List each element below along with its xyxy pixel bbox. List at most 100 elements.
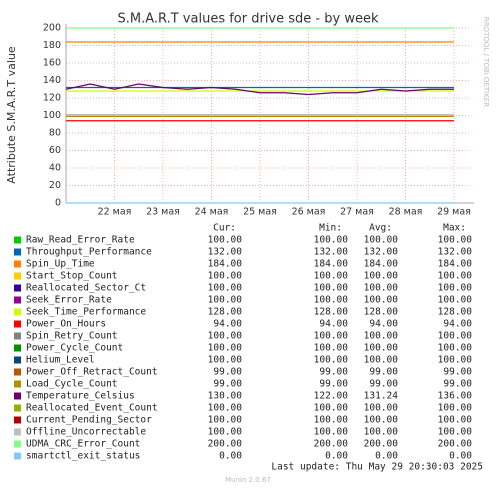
- legend-stat: 99.00: [369, 367, 398, 378]
- legend-stat: 94.00: [369, 319, 398, 330]
- legend-stat: 100.00: [208, 283, 243, 294]
- legend-stat: 100.00: [438, 427, 473, 438]
- y-tick-label: 100: [43, 110, 61, 121]
- legend-stat: 128.00: [364, 307, 399, 318]
- legend-stat: 100.00: [208, 235, 243, 246]
- legend-stat: 100.00: [208, 355, 243, 366]
- column-header: Max:: [443, 223, 466, 234]
- legend-label: Reallocated_Event_Count: [26, 403, 158, 414]
- legend-label: Helium_Level: [26, 355, 95, 366]
- legend-stat: 184.00: [438, 259, 473, 270]
- legend-stat: 100.00: [208, 427, 243, 438]
- legend-swatch: [14, 452, 21, 460]
- legend-stat: 122.00: [314, 391, 349, 402]
- legend-stat: 184.00: [314, 259, 349, 270]
- legend-swatch: [14, 368, 21, 376]
- legend-swatch: [14, 416, 21, 424]
- legend-stat: 100.00: [364, 355, 399, 366]
- column-header: Avg:: [369, 223, 392, 234]
- legend-stat: 100.00: [314, 415, 349, 426]
- legend-label: Power_Cycle_Count: [26, 343, 123, 354]
- legend-stat: 200.00: [314, 439, 349, 450]
- y-tick-label: 80: [49, 128, 61, 139]
- legend-stat: 100.00: [364, 415, 399, 426]
- legend-stat: 184.00: [208, 259, 243, 270]
- legend-stat: 99.00: [213, 367, 242, 378]
- legend-label: Spin_Retry_Count: [26, 331, 118, 342]
- legend-stat: 132.00: [208, 247, 243, 258]
- legend-stat: 99.00: [213, 379, 242, 390]
- legend-stat: 100.00: [438, 355, 473, 366]
- legend-stat: 100.00: [364, 343, 399, 354]
- x-tick-label: 29 мая: [437, 207, 471, 218]
- legend-label: Reallocated_Sector_Ct: [26, 283, 146, 294]
- legend-stat: 100.00: [438, 295, 473, 306]
- legend-swatch: [14, 308, 21, 316]
- legend-label: Seek_Error_Rate: [26, 295, 112, 306]
- legend-stat: 100.00: [438, 331, 473, 342]
- legend-stat: 100.00: [314, 355, 349, 366]
- legend-label: Spin_Up_Time: [26, 259, 95, 270]
- legend-label: smartctl_exit_status: [26, 451, 140, 462]
- legend-label: Start_Stop_Count: [26, 271, 118, 282]
- legend-label: Raw_Read_Error_Rate: [26, 235, 135, 246]
- legend-stat: 99.00: [369, 379, 398, 390]
- legend-swatch: [14, 344, 21, 352]
- y-tick-label: 200: [43, 23, 61, 34]
- y-tick-label: 160: [43, 58, 61, 69]
- legend-stat: 100.00: [364, 295, 399, 306]
- legend-stat: 99.00: [443, 367, 472, 378]
- column-header: Cur:: [213, 223, 236, 234]
- legend-swatch: [14, 404, 21, 412]
- legend-stat: 94.00: [443, 319, 472, 330]
- legend-stat: 0.00: [375, 451, 398, 462]
- y-axis-label: Attribute S.M.A.R.T value: [5, 46, 18, 184]
- legend-stat: 100.00: [208, 415, 243, 426]
- legend-swatch: [14, 380, 21, 388]
- legend-swatch: [14, 236, 21, 244]
- legend-stat: 100.00: [364, 271, 399, 282]
- legend-stat: 99.00: [443, 379, 472, 390]
- x-tick-label: 27 мая: [340, 207, 374, 218]
- legend-stat: 100.00: [208, 331, 243, 342]
- legend-stat: 100.00: [364, 235, 399, 246]
- series-line: [65, 83, 454, 96]
- legend-stat: 100.00: [438, 343, 473, 354]
- legend-stat: 131.24: [364, 391, 399, 402]
- legend-stat: 94.00: [319, 319, 348, 330]
- legend-swatch: [14, 392, 21, 400]
- legend-stat: 100.00: [438, 403, 473, 414]
- footer: Munin 2.0.67: [225, 476, 271, 484]
- legend-stat: 100.00: [314, 427, 349, 438]
- y-tick-label: 20: [49, 180, 61, 191]
- legend-stat: 100.00: [438, 415, 473, 426]
- x-tick-label: 26 мая: [292, 207, 326, 218]
- legend-swatch: [14, 284, 21, 292]
- legend-stat: 100.00: [438, 235, 473, 246]
- last-update: Last update: Thu May 29 20:30:03 2025: [271, 462, 483, 473]
- legend-swatch: [14, 332, 21, 340]
- legend-stat: 132.00: [364, 247, 399, 258]
- legend-stat: 100.00: [364, 283, 399, 294]
- legend-stat: 99.00: [319, 379, 348, 390]
- legend-label: Load_Cycle_Count: [26, 379, 118, 390]
- legend-stat: 100.00: [208, 343, 243, 354]
- legend-stat: 200.00: [208, 439, 243, 450]
- legend-stat: 200.00: [438, 439, 473, 450]
- legend-stat: 100.00: [208, 403, 243, 414]
- legend-stat: 100.00: [314, 403, 349, 414]
- x-tick-label: 28 мая: [389, 207, 423, 218]
- y-tick-label: 180: [43, 40, 61, 51]
- legend-swatch: [14, 356, 21, 364]
- x-tick-label: 22 мая: [98, 207, 132, 218]
- legend-stat: 94.00: [213, 319, 242, 330]
- legend-stat: 100.00: [438, 283, 473, 294]
- legend-stat: 100.00: [364, 403, 399, 414]
- legend-swatch: [14, 428, 21, 436]
- legend-stat: 0.00: [219, 451, 242, 462]
- column-header: Min:: [319, 223, 342, 234]
- legend-label: UDMA_CRC_Error_Count: [26, 439, 140, 450]
- legend-stat: 100.00: [208, 295, 243, 306]
- legend-stat: 132.00: [314, 247, 349, 258]
